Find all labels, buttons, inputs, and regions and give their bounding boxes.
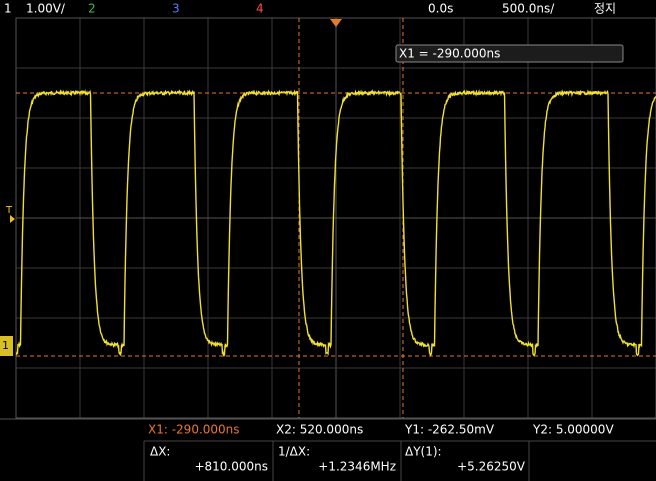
trigger-position-marker [330,19,342,27]
measurement-label: ΔX: [150,445,170,459]
cursor-x1-value: X1: -290.000ns [148,423,240,437]
graticule [16,18,656,418]
screen-border [15,17,656,419]
vertical-scale: 1.00V/ [26,2,66,16]
run-status: 정지 [594,2,616,16]
cursor-x2-value: X2: 520.000ns [276,423,363,437]
channel-number: 1 [4,2,12,16]
channel-3[interactable]: 3 [172,2,180,16]
channel-4[interactable]: 4 [256,2,264,16]
measurement-label: 1/ΔX: [278,445,310,459]
trigger-level-marker [10,215,15,223]
cursor-readout-box [395,44,624,63]
waveform [15,89,656,358]
cursor-readout: X1 = -290.000ns [399,47,500,61]
measurement-value: +5.26250V [457,460,526,474]
horizontal-delay: 0.0s [428,2,453,16]
cursor-y2-value: Y2: 5.00000V [532,423,614,437]
trigger-level-label: T [5,205,13,216]
measurement-label: ΔY(1): [405,445,442,459]
ground-label: 1 [2,339,9,352]
cursor-y1-value: Y1: -262.50mV [404,423,495,437]
channel-2[interactable]: 2 [88,2,96,16]
measurement-value: +1.2346MHz [318,460,396,474]
measurement-value: +810.000ns [194,460,268,474]
timebase: 500.0ns/ [502,2,555,16]
ground-marker [0,336,13,356]
